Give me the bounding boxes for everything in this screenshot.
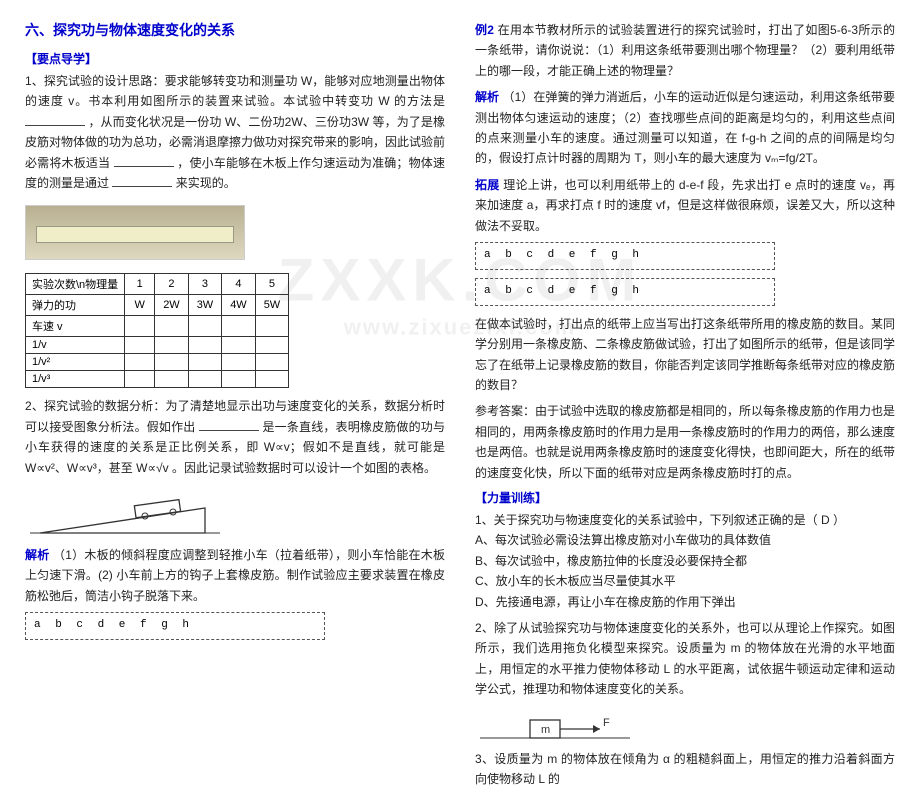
q1-opt-b: B、每次试验中，橡皮筋拉伸的长度没必要保持全都 (475, 551, 895, 571)
table-cell (125, 316, 155, 337)
apparatus-image (25, 205, 245, 260)
table-row-1v3: 1/v³ (26, 371, 125, 388)
example2-text: 在用本节教材所示的试验装置进行的探究试验时，打出了如图5-6-3所示的一条纸带，… (475, 23, 895, 78)
table-header-1: 1 (125, 274, 155, 295)
discussion-answer: 参考答案：由于试验中选取的橡皮筋都是相同的，所以每条橡皮筋的作用力也是相同的，用… (475, 401, 895, 483)
answer-text: （1）在弹簧的弹力消逝后，小车的运动近似是匀速运动，利用这条纸带要测出物体匀速运… (475, 90, 895, 165)
analysis-para: 解析 （1）木板的倾斜程度应调整到轻推小车（拉着纸带），则小车恰能在木板上匀速下… (25, 545, 445, 606)
example2-para: 例2 在用本节教材所示的试验装置进行的探究试验时，打出了如图5-6-3所示的一条… (475, 20, 895, 81)
training-section-label: 【力量训练】 (475, 489, 895, 506)
tape-strip-1: a b c d e f g h (25, 612, 325, 640)
table-header-4: 4 (222, 274, 256, 295)
tape-strip-2b: a b c d e f g h (475, 278, 775, 306)
table-cell (255, 337, 289, 354)
answer-para: 解析 （1）在弹簧的弹力消逝后，小车的运动近似是匀速运动，利用这条纸带要测出物体… (475, 87, 895, 169)
svg-text:m: m (541, 724, 550, 736)
blank-2 (114, 155, 174, 167)
table-cell (188, 316, 222, 337)
example2-label: 例2 (475, 23, 494, 37)
table-row-v: 车速 v (26, 316, 125, 337)
table-row: 1/v³ (26, 371, 289, 388)
data-table: 实验次数\n物理量 1 2 3 4 5 弹力的功 W 2W 3W 4W 5W 车… (25, 273, 289, 388)
table-header-5: 5 (255, 274, 289, 295)
section-label-guide: 【要点导学】 (25, 50, 445, 67)
table-cell (255, 354, 289, 371)
q1-opt-c: C、放小车的长木板应当尽量使其水平 (475, 571, 895, 591)
table-cell (255, 316, 289, 337)
training-list: 1、关于探究功与物速度变化的关系试验中，下列叙述正确的是（ D ） A、每次试验… (475, 510, 895, 612)
table-cell (188, 337, 222, 354)
table-row: 车速 v (26, 316, 289, 337)
discussion-para: 在做本试验时，打出点的纸带上应当写出打这条纸带所用的橡皮筋的数目。某同学分别用一… (475, 314, 895, 396)
table-cell (222, 354, 256, 371)
guide-text-1d: 来实现的。 (176, 176, 236, 190)
table-cell (188, 354, 222, 371)
right-column: 例2 在用本节教材所示的试验装置进行的探究试验时，打出了如图5-6-3所示的一条… (475, 20, 895, 795)
table-cell (155, 354, 189, 371)
table-cell (222, 371, 256, 388)
page-title: 六、探究功与物体速度变化的关系 (25, 20, 445, 40)
table-cell: 2W (155, 295, 189, 316)
expand-text: 理论上讲，也可以利用纸带上的 d-e-f 段，先求出打 e 点时的速度 vₑ，再… (475, 178, 895, 233)
guide-text-1a: 1、探究试验的设计思路：要求能够转变功和测量功 W，能够对应地测量出物体的速度 … (25, 74, 445, 108)
table-header-qty: 实验次数\n物理量 (26, 274, 125, 295)
left-column: 六、探究功与物体速度变化的关系 【要点导学】 1、探究试验的设计思路：要求能够转… (25, 20, 445, 795)
table-cell (125, 337, 155, 354)
svg-text:F: F (603, 717, 610, 729)
analysis-label: 解析 (25, 548, 49, 562)
table-row-1v: 1/v (26, 337, 125, 354)
table-row: 1/v (26, 337, 289, 354)
table-row: 实验次数\n物理量 1 2 3 4 5 (26, 274, 289, 295)
q1-opt-a: A、每次试验必需设法算出橡皮筋对小车做功的具体数值 (475, 530, 895, 550)
answer-label: 解析 (475, 90, 499, 104)
page-container: 六、探究功与物体速度变化的关系 【要点导学】 1、探究试验的设计思路：要求能够转… (0, 0, 920, 795)
force-diagram: m F (475, 706, 635, 746)
blank-1 (25, 114, 85, 126)
table-cell (222, 337, 256, 354)
table-cell (255, 371, 289, 388)
table-cell: 4W (222, 295, 256, 316)
table-cell: 3W (188, 295, 222, 316)
table-cell (155, 337, 189, 354)
incline-diagram (25, 488, 225, 538)
tape-strip-2a: a b c d e f g h (475, 242, 775, 270)
expand-label: 拓展 (475, 178, 500, 192)
guide-para-1: 1、探究试验的设计思路：要求能够转变功和测量功 W，能够对应地测量出物体的速度 … (25, 71, 445, 193)
table-cell (155, 316, 189, 337)
table-cell (222, 316, 256, 337)
expand-para: 拓展 理论上讲，也可以利用纸带上的 d-e-f 段，先求出打 e 点时的速度 v… (475, 175, 895, 236)
table-cell (188, 371, 222, 388)
table-row-work: 弹力的功 (26, 295, 125, 316)
table-header-2: 2 (155, 274, 189, 295)
table-row: 弹力的功 W 2W 3W 4W 5W (26, 295, 289, 316)
q2-para: 2、除了从试验探究功与物体速度变化的关系外，也可以从理论上作探究。如图所示，我们… (475, 618, 895, 700)
table-cell: 5W (255, 295, 289, 316)
table-cell (125, 354, 155, 371)
table-cell (155, 371, 189, 388)
table-row-1v2: 1/v² (26, 354, 125, 371)
q1-opt-d: D、先接通电源，再让小车在橡皮筋的作用下弹出 (475, 592, 895, 612)
guide-para-2: 2、探究试验的数据分析：为了清楚地显示出功与速度变化的关系，数据分析时可以接受图… (25, 396, 445, 478)
table-cell: W (125, 295, 155, 316)
blank-4 (199, 419, 259, 431)
table-row: 1/v² (26, 354, 289, 371)
blank-3 (112, 175, 172, 187)
table-cell (125, 371, 155, 388)
analysis-text: （1）木板的倾斜程度应调整到轻推小车（拉着纸带），则小车恰能在木板上匀速下滑。(… (25, 548, 445, 603)
q1-stem: 1、关于探究功与物速度变化的关系试验中，下列叙述正确的是（ D ） (475, 510, 895, 530)
q3-para: 3、设质量为 m 的物体放在倾角为 α 的粗糙斜面上，用恒定的推力沿着斜面方向使… (475, 749, 895, 790)
table-header-3: 3 (188, 274, 222, 295)
